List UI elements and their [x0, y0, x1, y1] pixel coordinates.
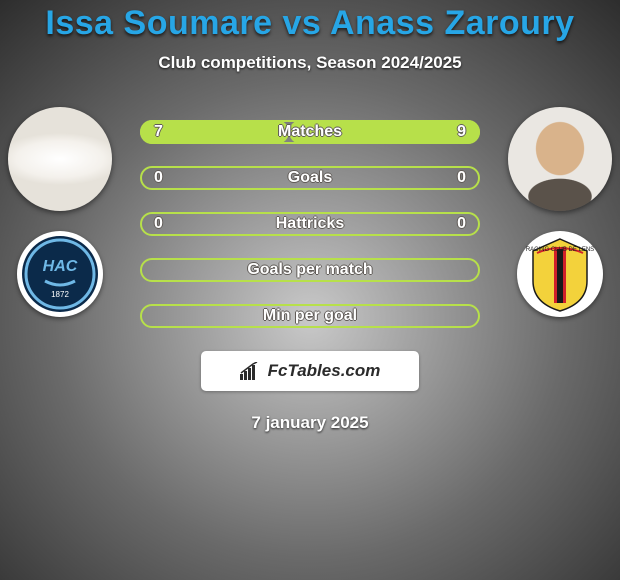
- watermark-text: FcTables.com: [268, 361, 381, 381]
- svg-text:HAC: HAC: [43, 258, 78, 275]
- stat-row: Hattricks0 0: [140, 209, 480, 239]
- stat-label: Goals: [140, 163, 480, 193]
- watermark: FcTables.com: [201, 351, 419, 391]
- page-title: Issa Soumare vs Anass Zaroury: [45, 4, 574, 43]
- stat-row: Min per goal: [140, 301, 480, 331]
- stat-value-right: 9: [457, 117, 466, 147]
- stat-row: Matches7 9: [140, 117, 480, 147]
- right-player-avatar: [508, 107, 612, 211]
- svg-text:1872: 1872: [51, 290, 69, 299]
- stat-value-left: 0: [154, 209, 163, 239]
- bar-chart-icon: [240, 362, 262, 380]
- left-player-avatar: [8, 107, 112, 211]
- date: 7 january 2025: [251, 413, 368, 433]
- avatar-placeholder-blank: [8, 107, 112, 211]
- left-player-column: HAC 1872: [0, 107, 120, 317]
- right-player-column: RACING CLUB DE LENS: [500, 107, 620, 317]
- stat-value-left: 0: [154, 163, 163, 193]
- stat-label: Matches: [140, 117, 480, 147]
- avatar-placeholder-face: [508, 107, 612, 211]
- stat-value-right: 0: [457, 163, 466, 193]
- right-club-badge: RACING CLUB DE LENS: [517, 231, 603, 317]
- stat-label: Goals per match: [140, 255, 480, 285]
- stat-value-right: 0: [457, 209, 466, 239]
- stat-row: Goals per match: [140, 255, 480, 285]
- left-club-badge: HAC 1872: [17, 231, 103, 317]
- stat-label: Hattricks: [140, 209, 480, 239]
- right-club-badge-svg: RACING CLUB DE LENS: [517, 231, 603, 317]
- stat-label: Min per goal: [140, 301, 480, 331]
- stats-column: Matches79Goals00Hattricks00Goals per mat…: [140, 107, 480, 331]
- stat-row: Goals0 0: [140, 163, 480, 193]
- left-club-badge-svg: HAC 1872: [17, 231, 103, 317]
- stat-value-left: 7: [154, 117, 163, 147]
- comparison-row: HAC 1872 Matches79Goals00Hattricks00Goal…: [0, 107, 620, 331]
- content: Issa Soumare vs Anass Zaroury Club compe…: [0, 0, 620, 580]
- page-subtitle: Club competitions, Season 2024/2025: [158, 53, 461, 73]
- svg-text:RACING CLUB DE LENS: RACING CLUB DE LENS: [526, 247, 594, 253]
